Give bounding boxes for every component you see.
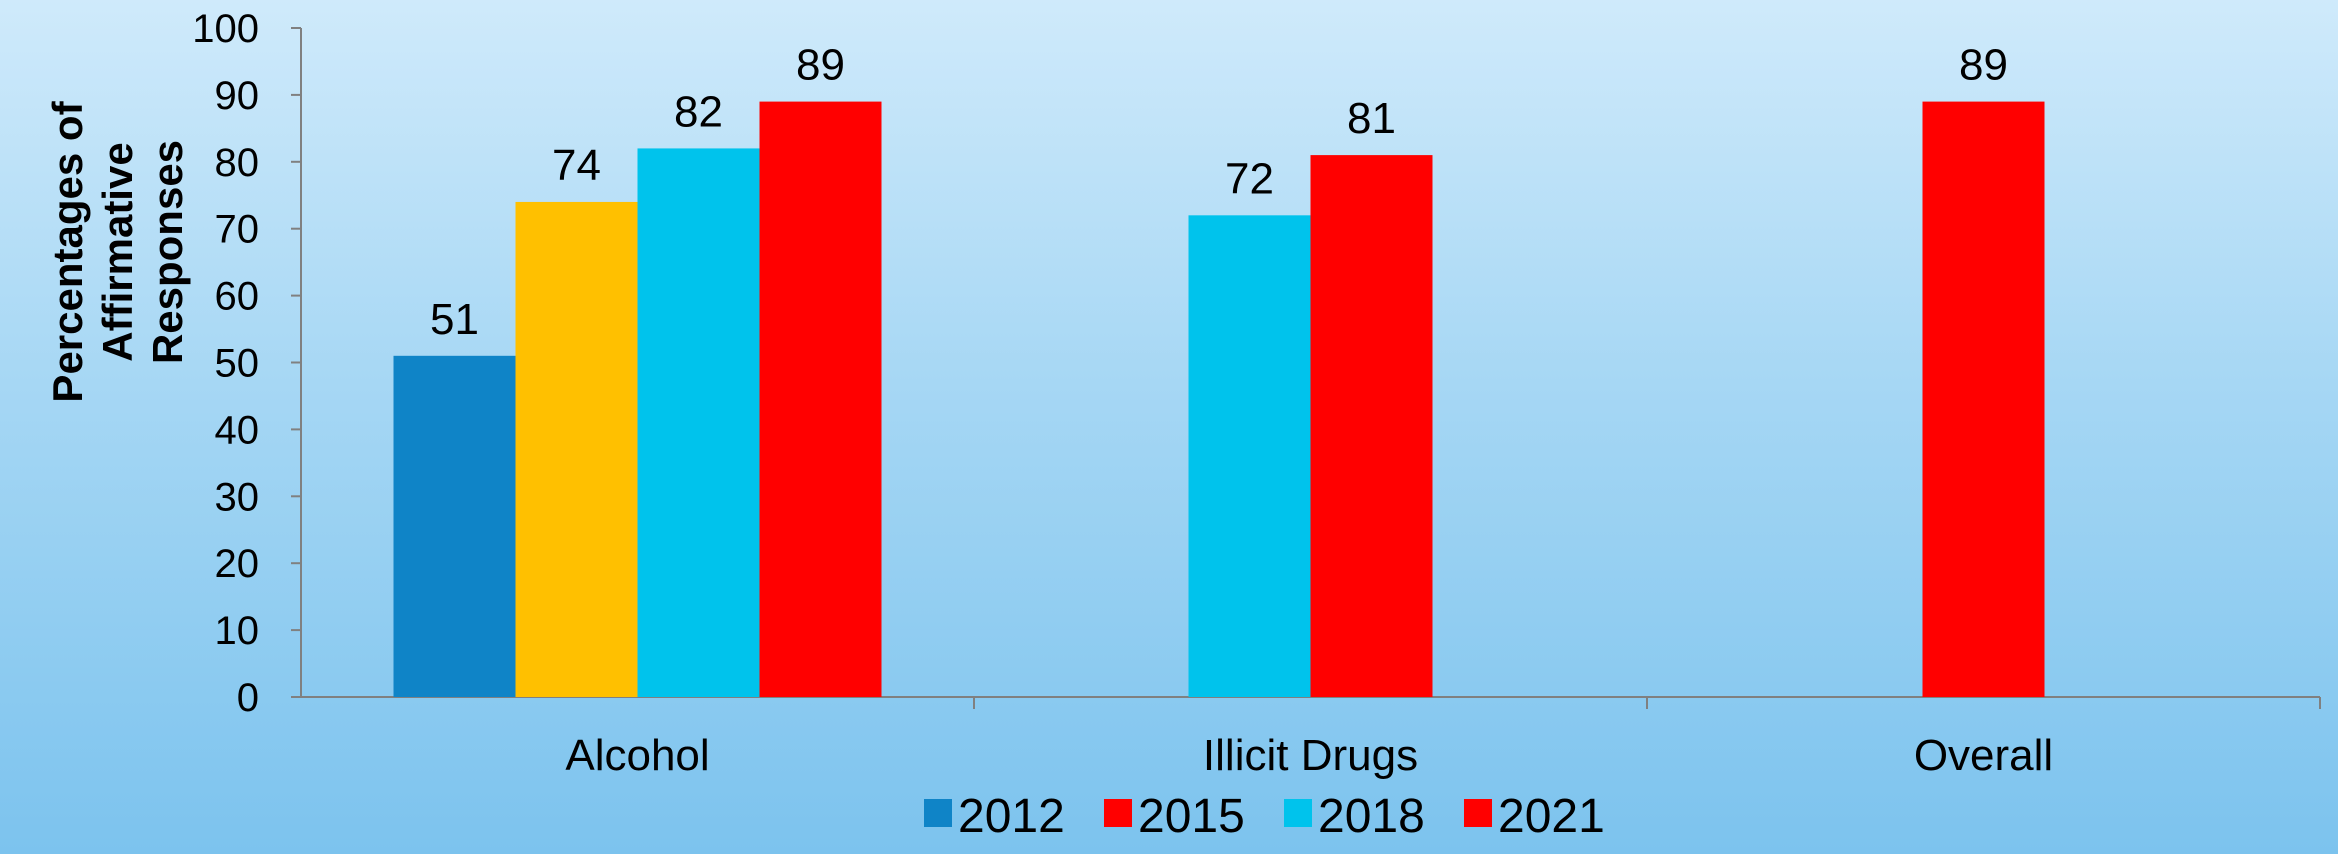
legend-swatch xyxy=(1464,799,1492,827)
data-label: 89 xyxy=(796,41,845,90)
legend-label: 2012 xyxy=(958,790,1065,843)
category-label: Illicit Drugs xyxy=(1203,731,1418,780)
legend-swatch xyxy=(924,799,952,827)
legend-label: 2018 xyxy=(1318,790,1425,843)
y-tick-label: 90 xyxy=(215,74,260,118)
y-tick-label: 60 xyxy=(215,275,260,319)
category-label: Overall xyxy=(1914,731,2053,780)
y-tick-label: 80 xyxy=(215,141,260,185)
data-label: 81 xyxy=(1347,94,1396,143)
bar xyxy=(1310,155,1433,698)
category-labels: Alcohol Illicit Drugs Overall xyxy=(565,731,2053,780)
bar xyxy=(1922,101,2045,698)
bars xyxy=(393,101,2045,698)
y-tick-label: 40 xyxy=(215,408,260,452)
y-axis-title-line: Responses xyxy=(144,140,191,364)
y-tick-label: 0 xyxy=(237,676,259,720)
bar xyxy=(759,101,882,698)
data-label: 82 xyxy=(674,87,723,136)
bar xyxy=(393,355,516,697)
y-tick-label: 20 xyxy=(215,542,260,586)
y-tick-label: 100 xyxy=(192,7,259,51)
category-label: Alcohol xyxy=(565,731,709,780)
legend: 2012 2015 2018 2021 xyxy=(924,790,1605,843)
y-axis-title-line: Percentages of xyxy=(44,100,91,402)
y-tick-label: 70 xyxy=(215,208,260,252)
y-axis-title-line: Affirmative xyxy=(94,142,141,361)
data-label: 72 xyxy=(1225,154,1274,203)
data-label: 51 xyxy=(430,295,479,344)
y-tick-label: 10 xyxy=(215,609,260,653)
data-labels: 51 74 82 89 72 81 89 xyxy=(430,41,2008,344)
y-axis-title-text: Percentages ofAffirmativeResponses xyxy=(44,100,191,402)
y-tick-label: 50 xyxy=(215,342,260,386)
legend-label: 2015 xyxy=(1138,790,1245,843)
legend-swatch xyxy=(1284,799,1312,827)
bar xyxy=(637,148,760,698)
legend-label: 2021 xyxy=(1498,790,1605,843)
bar xyxy=(1188,215,1311,697)
data-label: 89 xyxy=(1959,41,2008,90)
bar xyxy=(515,201,638,697)
y-axis-title: Percentages ofAffirmativeResponses xyxy=(44,100,191,402)
y-axis-ticks: 0 10 20 30 40 50 60 70 80 90 100 xyxy=(192,7,301,720)
legend-swatch xyxy=(1104,799,1132,827)
y-tick-label: 30 xyxy=(215,475,260,519)
data-label: 74 xyxy=(552,141,601,190)
